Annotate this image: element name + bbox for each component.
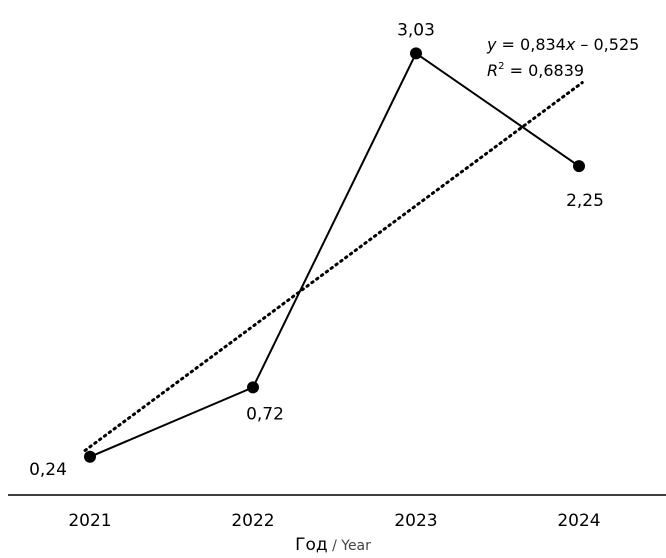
r2-sup: 2 bbox=[498, 61, 504, 72]
data-point-2023 bbox=[410, 47, 422, 60]
data-point-2021 bbox=[84, 450, 96, 463]
x-axis-title-ru: Год bbox=[295, 535, 328, 555]
trendline-r2: R2 = 0,6839 bbox=[487, 61, 584, 80]
r2-value: = 0,6839 bbox=[505, 61, 585, 80]
x-tick-2022: 2022 bbox=[231, 511, 274, 531]
data-label-2023: 3,03 bbox=[397, 20, 435, 40]
x-axis-title-sep: / bbox=[328, 538, 342, 554]
equation-x: x bbox=[565, 35, 576, 54]
x-tick-2024: 2024 bbox=[557, 511, 600, 531]
data-point-2024 bbox=[573, 160, 585, 173]
data-label-2021: 0,24 bbox=[29, 460, 67, 480]
x-tick-2023: 2023 bbox=[394, 511, 437, 531]
r2-r: R bbox=[487, 61, 498, 80]
equation-intercept: – 0,525 bbox=[575, 35, 639, 54]
trendline bbox=[83, 81, 584, 452]
x-axis-title: Год / Year bbox=[295, 535, 371, 555]
series-line bbox=[89, 51, 580, 458]
trendline-layer bbox=[83, 81, 584, 452]
data-points-layer bbox=[84, 47, 585, 463]
equation-slope: = 0,834 bbox=[496, 35, 565, 54]
data-label-2024: 2,25 bbox=[566, 191, 604, 211]
series-line-layer bbox=[89, 51, 580, 458]
x-axis-title-en: Year bbox=[340, 538, 371, 554]
x-tick-2021: 2021 bbox=[68, 511, 111, 531]
x-tick-labels: 2021 2022 2023 2024 bbox=[68, 511, 600, 531]
trendline-equation: y = 0,834x – 0,525 bbox=[486, 35, 639, 54]
data-labels-layer: 0,24 0,72 3,03 2,25 bbox=[29, 20, 604, 479]
data-label-2022: 0,72 bbox=[246, 404, 284, 424]
equation-y: y bbox=[486, 35, 497, 54]
data-point-2022 bbox=[247, 381, 259, 394]
